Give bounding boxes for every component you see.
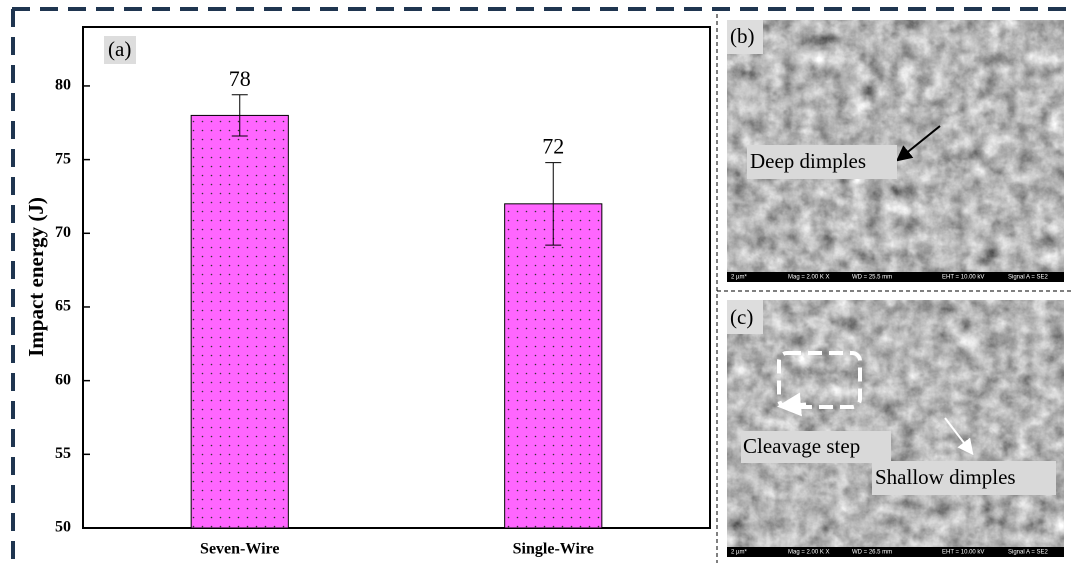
y-tick-label: 50 <box>55 519 71 536</box>
annotation: Cleavage step <box>743 434 860 458</box>
value-label: 78 <box>229 66 251 91</box>
y-tick-label: 75 <box>55 150 71 167</box>
y-axis-label: Impact energy (J) <box>24 197 48 357</box>
y-tick-label: 70 <box>55 224 71 241</box>
bar-chart: (a) Impact energy (J) 50 55 60 65 70 75 80 Seve… <box>24 27 710 558</box>
arrow <box>783 404 806 406</box>
y-tick-label: 55 <box>55 445 71 462</box>
sem-info: EHT = 10.00 kV <box>942 275 984 281</box>
sem-info: WD = 25.5 mm <box>852 275 892 281</box>
panel-label: (a) <box>108 37 131 61</box>
sem-info: 2 µm* <box>731 275 747 281</box>
sem-info: Mag = 2.00 K X <box>788 550 830 556</box>
sem-info: Signal A = SE2 <box>1008 275 1049 281</box>
bar <box>505 204 602 528</box>
sem-info: 2 µm* <box>731 550 747 556</box>
x-tick-label: Seven-Wire <box>200 541 279 558</box>
value-label: 72 <box>542 134 564 159</box>
y-tick-label: 80 <box>55 77 71 94</box>
plot-frame <box>83 27 710 528</box>
annotation: Deep dimples <box>750 149 866 173</box>
panel-label: (c) <box>730 305 753 329</box>
y-tick-label: 65 <box>55 298 71 315</box>
sem-photo <box>727 300 1064 557</box>
bar <box>191 115 288 528</box>
panel-label: (b) <box>730 24 755 48</box>
annotation: Shallow dimples <box>875 465 1016 489</box>
sem-info: EHT = 10.00 kV <box>942 550 984 556</box>
figure: (a) Impact energy (J) 50 55 60 65 70 75 80 Seve… <box>0 0 1073 563</box>
sem-image: 2 µm* Mag = 2.00 K X WD = 25.5 mm EHT = … <box>727 20 1064 282</box>
sem-info: Signal A = SE2 <box>1008 550 1049 556</box>
sem-info: Mag = 2.00 K X <box>788 275 830 281</box>
sem-image: 2 µm* Mag = 2.00 K X WD = 26.5 mm EHT = … <box>727 300 1064 557</box>
x-tick-label: Single-Wire <box>513 541 594 558</box>
y-tick-label: 60 <box>55 371 71 388</box>
sem-info: WD = 26.5 mm <box>852 550 892 556</box>
